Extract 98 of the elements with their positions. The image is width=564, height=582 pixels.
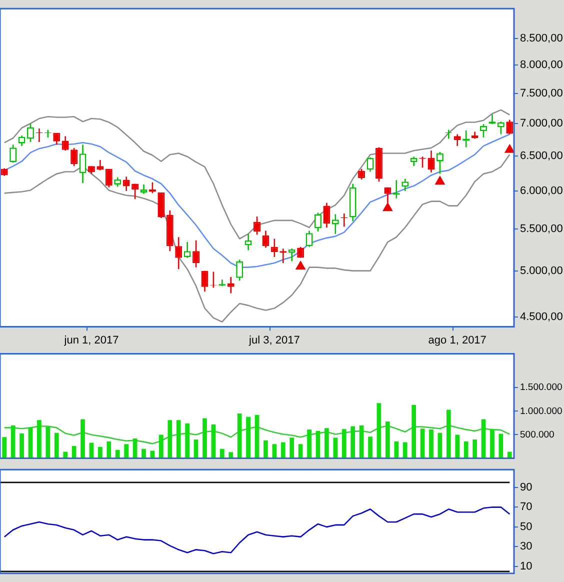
y-tick-label: 5.000,00 (520, 264, 563, 277)
point (435, 176, 445, 185)
y-tick-label: 6.000,00 (520, 185, 563, 198)
bar (376, 403, 382, 458)
bar (507, 452, 512, 458)
bar (228, 452, 234, 458)
candlestick (158, 192, 165, 219)
candlestick (70, 147, 78, 167)
candlestick (10, 144, 17, 164)
bar (142, 448, 146, 458)
candlestick (366, 156, 374, 172)
bar (402, 442, 408, 458)
x-tick-label: jun 1, 2017 (63, 334, 119, 346)
y-tick-label: 70 (520, 501, 532, 514)
y-tick-label: 6.500,00 (520, 150, 563, 162)
candlestick (428, 150, 435, 174)
candlestick (402, 178, 409, 192)
bar (168, 420, 172, 458)
candlestick (506, 119, 514, 135)
candlestick (227, 276, 234, 294)
bar (394, 441, 399, 458)
candlestick (332, 214, 339, 235)
bar (420, 428, 425, 458)
candlestick (18, 134, 26, 147)
y-tick-label: 5.500,00 (520, 223, 563, 236)
candlestick (184, 241, 191, 259)
bar (2, 437, 7, 458)
bar (455, 434, 460, 458)
bar (412, 405, 416, 458)
candlestick (306, 230, 313, 248)
point (504, 144, 514, 153)
bar (333, 438, 338, 458)
bar (264, 440, 268, 458)
y-tick-label: 7.000,00 (520, 118, 563, 130)
bar (158, 434, 164, 458)
bar (106, 441, 112, 458)
bar (220, 448, 224, 458)
bar (368, 436, 372, 458)
y-tick-label: 7.500,00 (520, 87, 563, 100)
y-tick-label: 30 (520, 540, 532, 553)
bar (324, 428, 329, 458)
bar (124, 444, 128, 458)
candlestick (244, 233, 252, 251)
candlestick (122, 176, 130, 192)
bar (54, 432, 59, 458)
bar (202, 418, 207, 458)
candlestick (454, 134, 461, 147)
bar (46, 426, 50, 458)
bar (350, 426, 356, 458)
bar (446, 410, 451, 458)
bar (80, 419, 85, 458)
y-tick-label: 8.500,00 (520, 32, 563, 44)
bar (481, 419, 486, 458)
candlestick (314, 212, 322, 232)
point (296, 260, 306, 270)
bar (185, 423, 190, 458)
bar (290, 438, 294, 458)
bar (63, 452, 68, 458)
candlestick (175, 236, 182, 270)
bar (246, 416, 250, 458)
y-tick-label: 90 (520, 481, 532, 494)
bar (490, 430, 494, 458)
candlestick (436, 151, 444, 174)
bar (237, 414, 242, 458)
bar (307, 430, 312, 458)
bar (20, 433, 24, 458)
bar (254, 414, 260, 458)
y-tick-label: 4.500,00 (520, 310, 563, 323)
bar (37, 420, 42, 458)
bar (28, 428, 33, 458)
y-tick-label: 10 (520, 560, 532, 573)
bar (98, 446, 102, 458)
bar (472, 439, 477, 458)
candlestick (96, 159, 104, 171)
bar (115, 450, 120, 458)
y-tick-label: 1.500.000 (520, 382, 562, 394)
x-tick-label: ago 1, 2017 (428, 334, 486, 346)
bar (272, 444, 277, 458)
candlestick (323, 202, 330, 228)
candlestick (480, 123, 487, 138)
candlestick (79, 144, 86, 184)
bar (342, 429, 346, 458)
point (382, 202, 393, 212)
candlestick (236, 258, 244, 282)
y-tick-label: 50 (520, 520, 532, 533)
candlestick (497, 120, 504, 135)
bar (176, 420, 181, 458)
bar (280, 442, 286, 458)
candlestick (105, 168, 112, 188)
bar (464, 441, 468, 458)
y-tick-label: 500.000 (520, 429, 554, 440)
bar (386, 422, 390, 458)
y-tick-label: 1.000.000 (520, 406, 562, 417)
x-tick-label: jul 3, 2017 (248, 334, 300, 346)
candlestick (201, 270, 208, 292)
bar (429, 430, 434, 458)
candlestick (262, 230, 270, 248)
y-tick-label: 8.000,00 (520, 59, 563, 72)
